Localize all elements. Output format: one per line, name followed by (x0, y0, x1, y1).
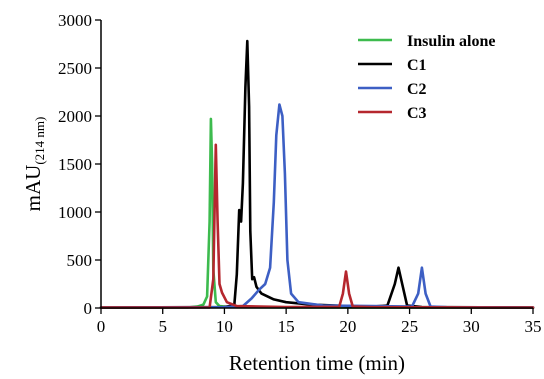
y-tick-label: 1000 (58, 203, 92, 222)
y-tick-label: 3000 (58, 11, 92, 30)
y-axis-title-sub: (214 nm) (32, 117, 47, 165)
y-tick-label: 0 (84, 299, 93, 318)
x-tick-label: 0 (97, 317, 106, 336)
x-ticks: 0 5 10 15 20 25 30 35 (97, 308, 542, 336)
y-tick-label: 1500 (58, 155, 92, 174)
legend-label: Insulin alone (407, 33, 495, 50)
y-tick-label: 2500 (58, 59, 92, 78)
x-tick-label: 10 (216, 317, 233, 336)
x-axis-title: Retention time (min) (229, 351, 405, 375)
x-tick-label: 15 (278, 317, 295, 336)
x-tick-label: 25 (401, 317, 418, 336)
y-ticks: 0 500 1000 1500 2000 2500 3000 (58, 11, 101, 318)
legend-label: C1 (407, 57, 427, 74)
legend: Insulin alone C1 C2 C3 (358, 33, 495, 122)
x-tick-label: 20 (339, 317, 356, 336)
x-tick-label: 30 (463, 317, 480, 336)
series-line-c3 (99, 143, 535, 309)
y-axis-title: mAU(214 nm) (21, 117, 47, 212)
y-tick-label: 2000 (58, 107, 92, 126)
series-line-c2 (99, 103, 535, 309)
y-tick-label: 500 (67, 251, 93, 270)
legend-label: C2 (407, 81, 427, 98)
series-line-c1 (99, 39, 535, 309)
series-line-insulin-alone (99, 117, 535, 309)
legend-label: C3 (407, 105, 427, 122)
x-tick-label: 35 (525, 317, 542, 336)
series-group (99, 39, 535, 309)
y-axis-title-main: mAU (21, 165, 45, 212)
x-tick-label: 5 (158, 317, 167, 336)
